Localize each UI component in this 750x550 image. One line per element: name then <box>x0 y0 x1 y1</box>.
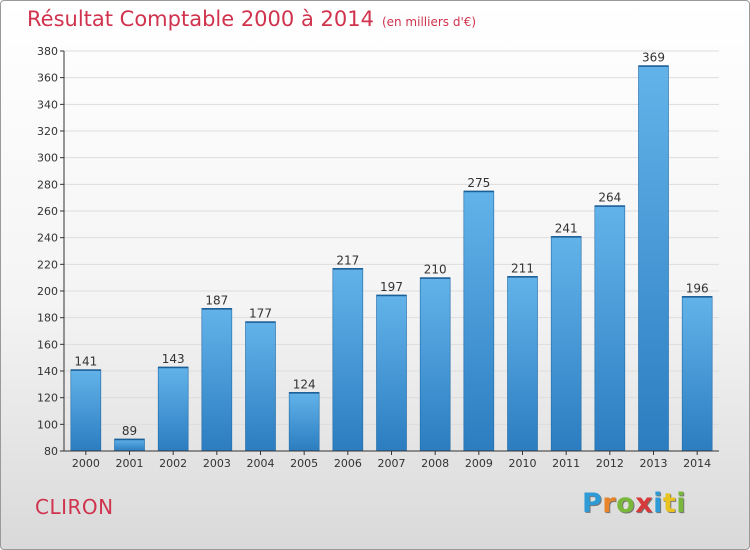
y-tick-label: 120 <box>37 392 58 405</box>
y-tick-label: 340 <box>37 98 58 111</box>
bar <box>463 190 495 452</box>
logo-letter: P <box>582 488 603 519</box>
x-tick-label: 2009 <box>465 457 493 470</box>
data-label: 217 <box>336 253 359 267</box>
logo-letter: t <box>662 488 677 519</box>
y-tick-label: 320 <box>37 125 58 138</box>
bars <box>70 65 713 452</box>
bar <box>201 308 233 452</box>
data-label: 141 <box>74 355 97 369</box>
y-tick-label: 360 <box>37 72 58 85</box>
bar <box>70 369 102 452</box>
chart-title: Résultat Comptable 2000 à 2014 (en millie… <box>27 7 476 31</box>
y-tick-label: 80 <box>44 445 58 458</box>
data-label: 369 <box>642 51 665 65</box>
bar <box>507 276 538 452</box>
x-tick-label: 2006 <box>334 457 362 470</box>
bar <box>594 205 626 452</box>
x-tick-label: 2000 <box>72 457 100 470</box>
y-tick-label: 300 <box>37 152 58 165</box>
y-tick-label: 180 <box>37 312 58 325</box>
bar <box>288 392 320 452</box>
x-tick-label: 2014 <box>683 457 711 470</box>
bar <box>681 296 713 452</box>
commune-name: CLIRON <box>35 495 114 519</box>
bar <box>245 321 276 452</box>
data-label: 89 <box>122 424 137 438</box>
bar <box>332 268 364 452</box>
x-tick-label: 2001 <box>116 457 144 470</box>
x-tick-label: 2003 <box>203 457 231 470</box>
y-tick-label: 220 <box>37 258 58 271</box>
bar <box>114 438 145 452</box>
y-tick-label: 200 <box>37 285 58 298</box>
y-tick-label: 280 <box>37 178 58 191</box>
data-label: 143 <box>162 352 185 366</box>
x-tick-label: 2013 <box>640 457 668 470</box>
x-tick-label: 2010 <box>509 457 537 470</box>
bar <box>419 277 451 452</box>
data-label: 124 <box>293 377 316 391</box>
chart-subtitle: (en milliers d'€) <box>381 15 477 29</box>
x-tick-label: 2011 <box>552 457 580 470</box>
logo-letter: r <box>602 488 617 519</box>
logo-letter: x <box>635 488 654 519</box>
axes <box>60 50 719 455</box>
x-tick-label: 2008 <box>421 457 449 470</box>
x-tick-label: 2005 <box>290 457 318 470</box>
bar <box>157 366 189 452</box>
data-label: 177 <box>249 307 272 321</box>
x-tick-label: 2002 <box>159 457 187 470</box>
labels: 80 100 120 140 160 180 200 220 240 260 280 300 320 34… <box>37 45 711 470</box>
x-tick-label: 2004 <box>247 457 275 470</box>
bar <box>550 236 582 452</box>
data-label: 241 <box>555 221 578 235</box>
data-label: 275 <box>467 176 490 190</box>
y-tick-label: 140 <box>37 365 58 378</box>
data-label: 196 <box>686 281 709 295</box>
data-label: 264 <box>598 191 621 205</box>
chart-title-text: Résultat Comptable 2000 à 2014 <box>27 7 374 31</box>
data-label: 210 <box>424 263 447 277</box>
x-tick-label: 2007 <box>378 457 406 470</box>
y-tick-label: 100 <box>37 418 58 431</box>
logo-letter: i <box>653 488 663 519</box>
logo-letter: o <box>616 488 636 519</box>
logo-letter: i <box>676 488 687 519</box>
y-tick-label: 160 <box>37 338 58 351</box>
bar <box>376 294 407 452</box>
data-label: 197 <box>380 280 403 294</box>
y-tick-label: 240 <box>37 232 58 245</box>
proxiti-logo: Proxiti <box>582 488 686 519</box>
y-tick-label: 380 <box>37 45 58 58</box>
bar <box>638 65 669 452</box>
data-label: 211 <box>511 261 534 275</box>
x-tick-label: 2012 <box>596 457 624 470</box>
data-label: 187 <box>205 293 228 307</box>
y-tick-label: 260 <box>37 205 58 218</box>
